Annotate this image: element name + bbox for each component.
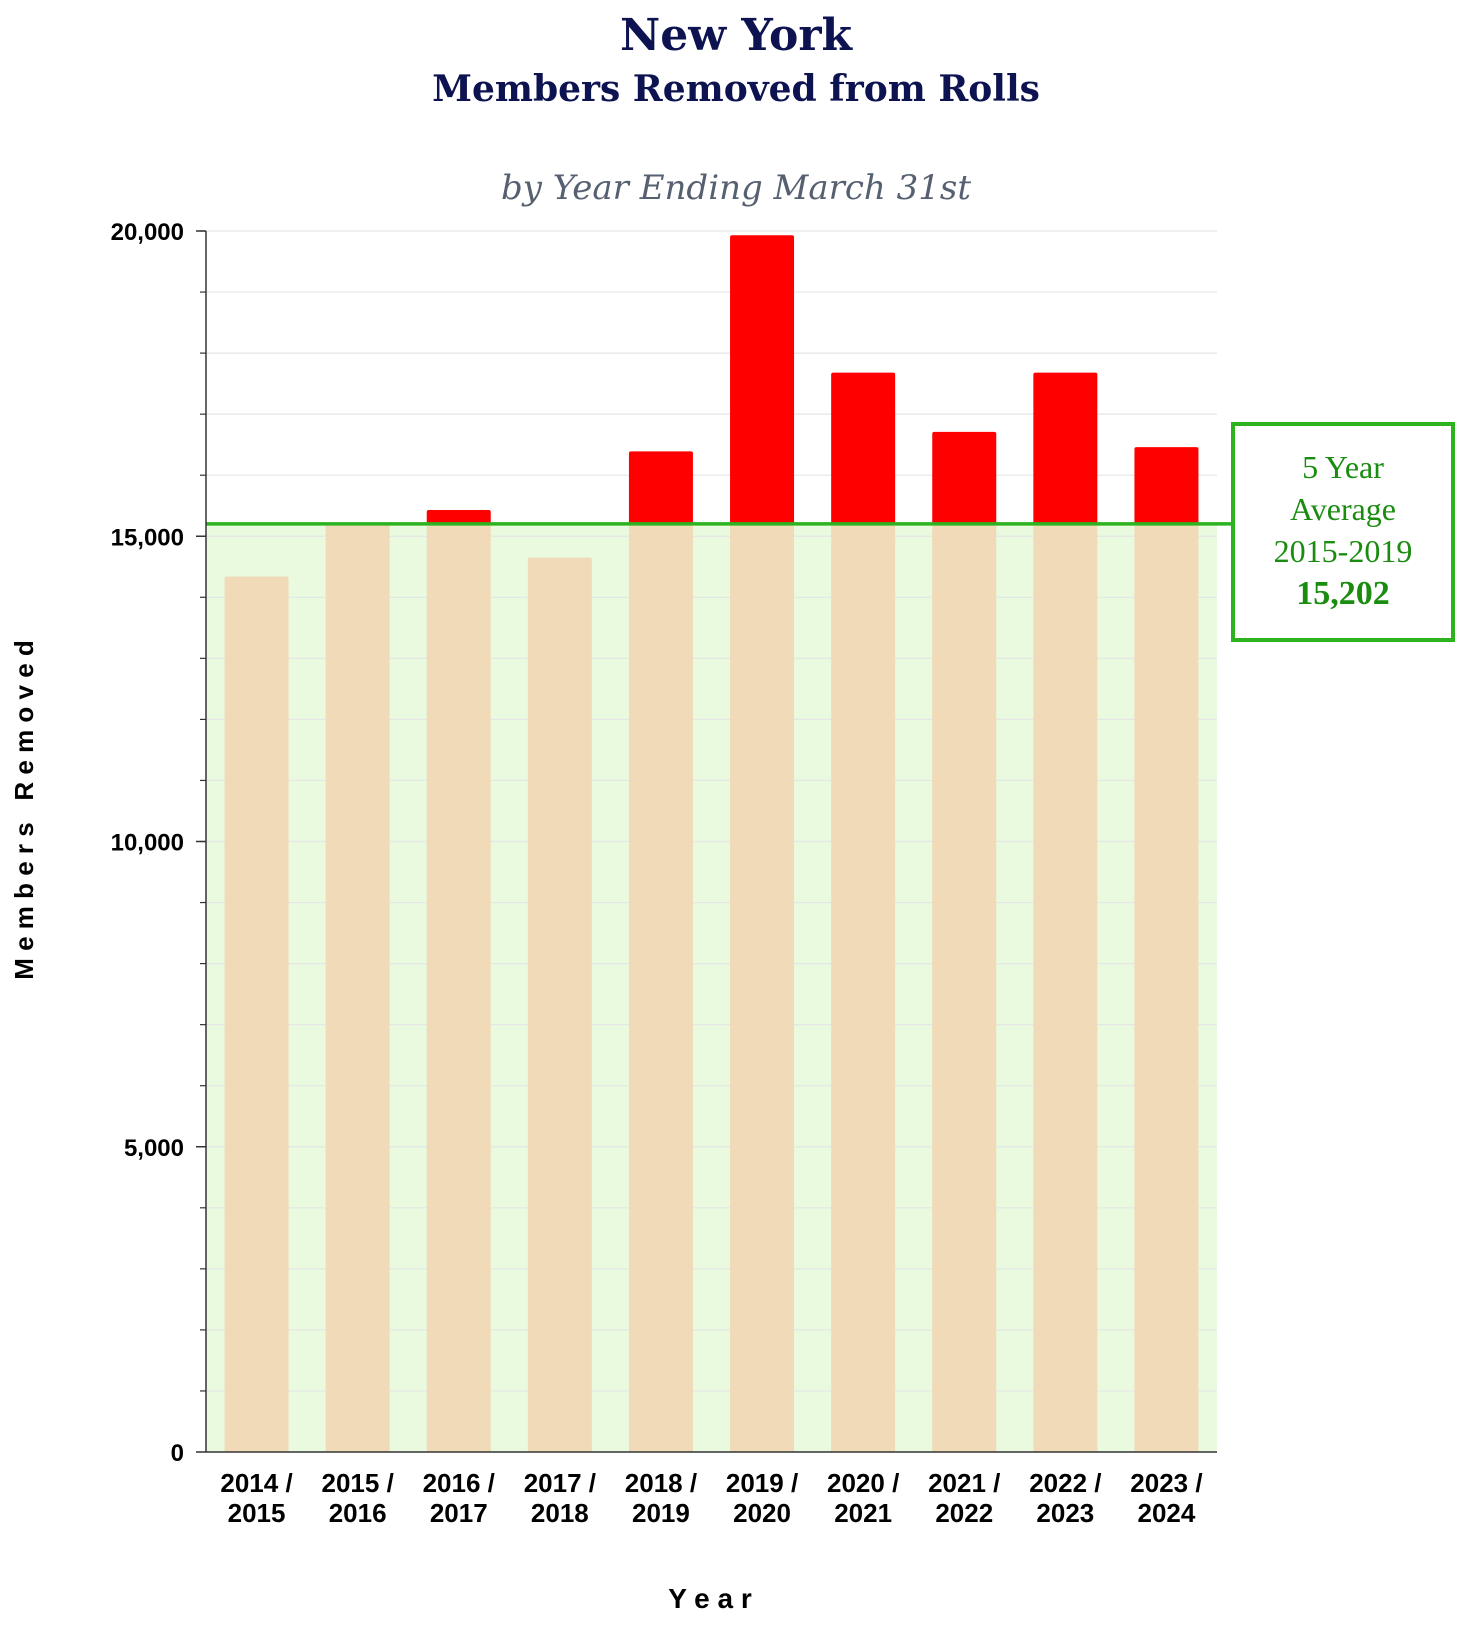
bar-lower-segment: [932, 523, 997, 1452]
chart-subtitle: by Year Ending March 31st: [500, 168, 971, 208]
bar-upper-segment: [1033, 372, 1098, 524]
y-tick-label: 20,000: [111, 219, 184, 246]
y-tick-label: 5,000: [124, 1135, 184, 1162]
bar-upper-segment: [831, 372, 896, 524]
bar-lower-segment: [426, 523, 491, 1452]
bar-lower-segment: [628, 523, 693, 1452]
bar: [527, 557, 592, 1452]
x-tick-label: 2021 /: [928, 1468, 1000, 1498]
y-tick-label: 0: [171, 1440, 184, 1467]
annotation-label-line: 2015-2019: [1274, 533, 1413, 569]
x-tick-label: 2023 /: [1130, 1468, 1202, 1498]
x-tick-label: 2023: [1036, 1498, 1094, 1528]
bar: [325, 524, 390, 1452]
annotation-label-line: Average: [1290, 491, 1396, 527]
x-tick-label: 2019 /: [726, 1468, 798, 1498]
chart-title: New York: [619, 10, 852, 61]
bar-upper-segment: [1134, 447, 1199, 524]
bar-upper-segment: [932, 431, 997, 524]
x-tick-label: 2024: [1138, 1498, 1196, 1528]
x-tick-label: 2016: [329, 1498, 387, 1528]
x-tick-label: 2018 /: [625, 1468, 697, 1498]
chart-title-line2: Members Removed from Rolls: [432, 68, 1040, 110]
x-tick-label: 2018: [531, 1498, 589, 1528]
annotation-box: [1231, 422, 1455, 642]
bar-lower-segment: [1134, 523, 1199, 1452]
bar-lower-segment: [1033, 523, 1098, 1452]
x-tick-label: 2015 /: [322, 1468, 394, 1498]
x-tick-label: 2017: [430, 1498, 488, 1528]
annotation-label-line: 5 Year: [1302, 449, 1384, 485]
bar-lower-segment: [831, 523, 896, 1452]
average-annotation: 5 Year Average 2015-2019 15,202: [1231, 422, 1455, 642]
x-tick-label: 2022: [935, 1498, 993, 1528]
x-tick-label: 2022 /: [1029, 1468, 1101, 1498]
x-tick-label: 2020 /: [827, 1468, 899, 1498]
x-tick-label: 2020: [733, 1498, 791, 1528]
bar-lower-segment: [730, 523, 795, 1452]
x-tick-label: 2014 /: [220, 1468, 292, 1498]
x-tick-label: 2021: [834, 1498, 892, 1528]
x-axis-title: Y e a r: [668, 1583, 752, 1614]
x-tick-label: 2015: [228, 1498, 286, 1528]
y-tick-label: 10,000: [111, 830, 184, 857]
bar: [224, 576, 289, 1452]
bar-upper-segment: [730, 235, 795, 524]
y-axis-title: M e m b e r s R e m o v e d: [9, 640, 39, 980]
x-tick-label: 2019: [632, 1498, 690, 1528]
x-tick-label: 2017 /: [524, 1468, 596, 1498]
x-tick-label: 2016 /: [423, 1468, 495, 1498]
annotation-value: 15,202: [1296, 575, 1390, 612]
bar-upper-segment: [628, 451, 693, 524]
y-tick-label: 15,000: [111, 524, 184, 551]
bar-upper-segment: [426, 509, 491, 524]
